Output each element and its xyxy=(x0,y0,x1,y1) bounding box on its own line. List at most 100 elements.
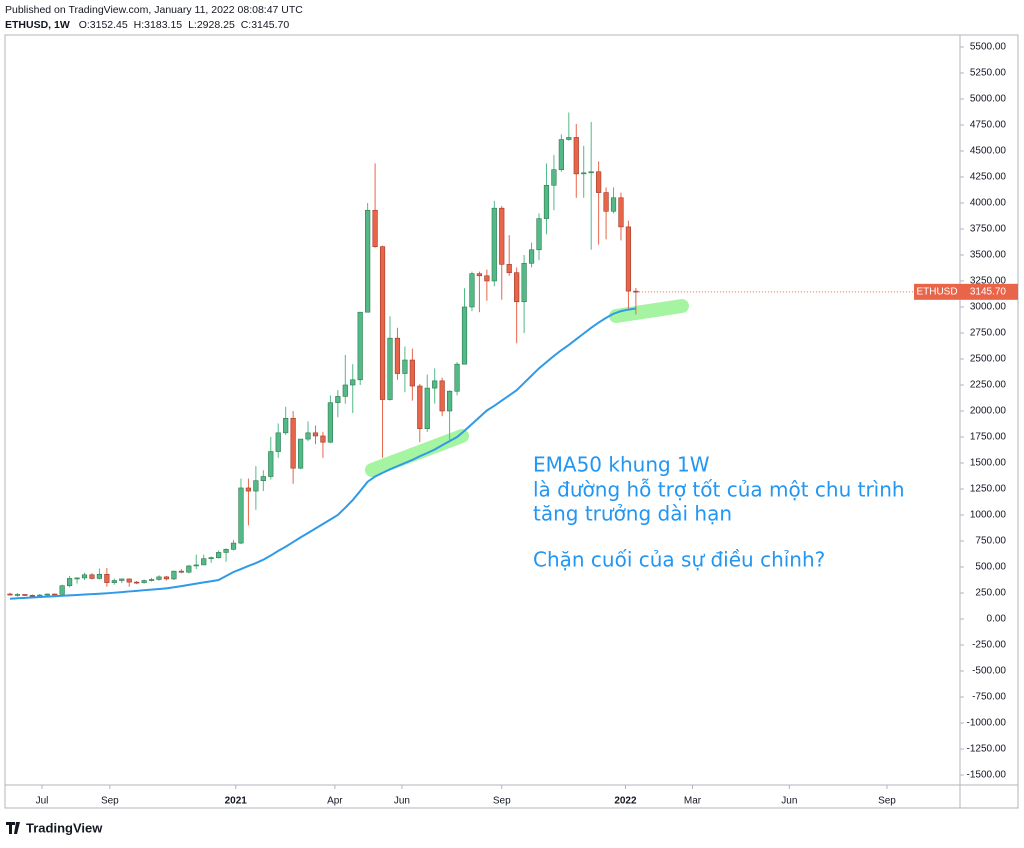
y-tick-label: 1500.00 xyxy=(970,458,1007,469)
y-tick-label: 2750.00 xyxy=(970,328,1007,339)
price-tag-bg xyxy=(960,283,1018,300)
annotation: là đường hỗ trợ tốt của một chu trình xyxy=(533,478,905,502)
candle-body xyxy=(37,594,43,597)
candle-body xyxy=(581,172,587,175)
candle-body xyxy=(268,451,274,477)
symbol-header: ETHUSD, 1W O:3152.45 H:3183.15 L:2928.25… xyxy=(5,19,289,31)
candle-body xyxy=(96,573,103,579)
candle-body xyxy=(141,580,147,583)
ohlc-label: O: xyxy=(79,19,90,31)
candle-body xyxy=(618,197,624,228)
candle-body xyxy=(566,137,572,140)
candle-body xyxy=(506,264,512,273)
candle-body xyxy=(238,487,244,544)
candle-body xyxy=(171,570,177,580)
candle-body xyxy=(89,574,95,579)
y-tick-label: 4000.00 xyxy=(970,198,1007,209)
candle-body xyxy=(596,171,602,193)
y-tick-label: 1000.00 xyxy=(970,510,1007,521)
candle-body xyxy=(335,396,341,403)
candle-body xyxy=(357,311,363,381)
annotation: EMA50 khung 1W xyxy=(533,453,710,477)
candle-body xyxy=(193,564,199,567)
candle-body xyxy=(625,226,632,292)
y-tick-label: 0.00 xyxy=(987,614,1007,625)
candle-body xyxy=(573,137,579,175)
y-tick-label: 3750.00 xyxy=(970,224,1007,235)
x-tick-label: Sep xyxy=(493,796,511,807)
y-tick-label: -250.00 xyxy=(972,640,1006,651)
candle-body xyxy=(424,387,430,429)
y-tick-label: 500.00 xyxy=(975,562,1006,573)
candle-body xyxy=(44,593,50,596)
candle-body xyxy=(119,578,125,581)
candle-body xyxy=(305,432,311,440)
candle-body xyxy=(230,542,237,550)
y-tick-label: -1000.00 xyxy=(967,718,1007,729)
candle-body xyxy=(74,577,80,580)
plot-area xyxy=(7,112,689,600)
ohlc-value: 2928.25 xyxy=(197,19,235,31)
candle-body xyxy=(178,570,184,573)
candle-body xyxy=(201,558,207,566)
candle-body xyxy=(588,171,594,174)
logo-text: TradingView xyxy=(26,820,103,835)
x-tick-label: Apr xyxy=(327,796,343,807)
ohlc-label: L: xyxy=(188,19,197,31)
y-tick-label: 4750.00 xyxy=(970,120,1007,131)
candle-body xyxy=(52,593,58,596)
candle-body xyxy=(59,585,65,595)
price-tag-symbol-bg xyxy=(914,283,960,300)
candle-body xyxy=(447,390,453,412)
ema-line xyxy=(9,307,637,600)
y-tick-label: 3000.00 xyxy=(970,302,1007,313)
y-tick-label: 5000.00 xyxy=(970,94,1007,105)
x-tick-label: Sep xyxy=(101,796,119,807)
candle-body xyxy=(633,290,639,293)
candle-body xyxy=(81,574,88,579)
y-tick-label: 5500.00 xyxy=(970,42,1007,53)
candle-body xyxy=(350,379,356,386)
candle-body xyxy=(290,417,296,469)
y-tick-label: -1500.00 xyxy=(967,770,1007,781)
candle-body xyxy=(253,480,259,492)
candle-body xyxy=(417,385,423,429)
frame xyxy=(4,34,1019,809)
candle-body xyxy=(372,209,378,247)
candle-body xyxy=(67,578,73,587)
candle-body xyxy=(260,476,266,481)
candle-body xyxy=(14,594,21,596)
candle-body xyxy=(402,359,408,374)
y-tick-label: 4500.00 xyxy=(970,146,1007,157)
y-tick-label: 5250.00 xyxy=(970,68,1007,79)
y-tick-label: 1250.00 xyxy=(970,484,1007,495)
ohlc-value: 3183.15 xyxy=(144,19,182,31)
y-tick-label: -1250.00 xyxy=(967,744,1007,755)
candle-body xyxy=(327,402,333,443)
y-tick-label: 4250.00 xyxy=(970,172,1007,183)
candle-body xyxy=(514,272,520,303)
candle-body xyxy=(104,573,110,583)
candle-body xyxy=(558,139,564,170)
y-tick-label: 1750.00 xyxy=(970,432,1007,443)
candle-body xyxy=(245,487,252,492)
candle-body xyxy=(163,576,170,580)
candle-body xyxy=(342,384,348,397)
candle-body xyxy=(223,549,229,553)
candle-body xyxy=(476,273,483,277)
y-tick-label: 2500.00 xyxy=(970,354,1007,365)
y-tick-label: 750.00 xyxy=(975,536,1006,547)
ohlc-label: H: xyxy=(134,19,145,31)
published-note: Published on TradingView.com, January 11… xyxy=(5,4,303,16)
logo: TradingView xyxy=(6,820,103,835)
candle-body xyxy=(491,207,497,282)
y-tick-label: -500.00 xyxy=(972,666,1006,677)
candle-body xyxy=(521,262,527,303)
candle-body xyxy=(610,197,617,212)
candle-body xyxy=(603,192,609,212)
price-tag-value: 3145.70 xyxy=(970,286,1007,297)
candle-body xyxy=(394,337,401,374)
ohlc-value: 3152.45 xyxy=(90,19,128,31)
candle-body xyxy=(7,593,13,596)
